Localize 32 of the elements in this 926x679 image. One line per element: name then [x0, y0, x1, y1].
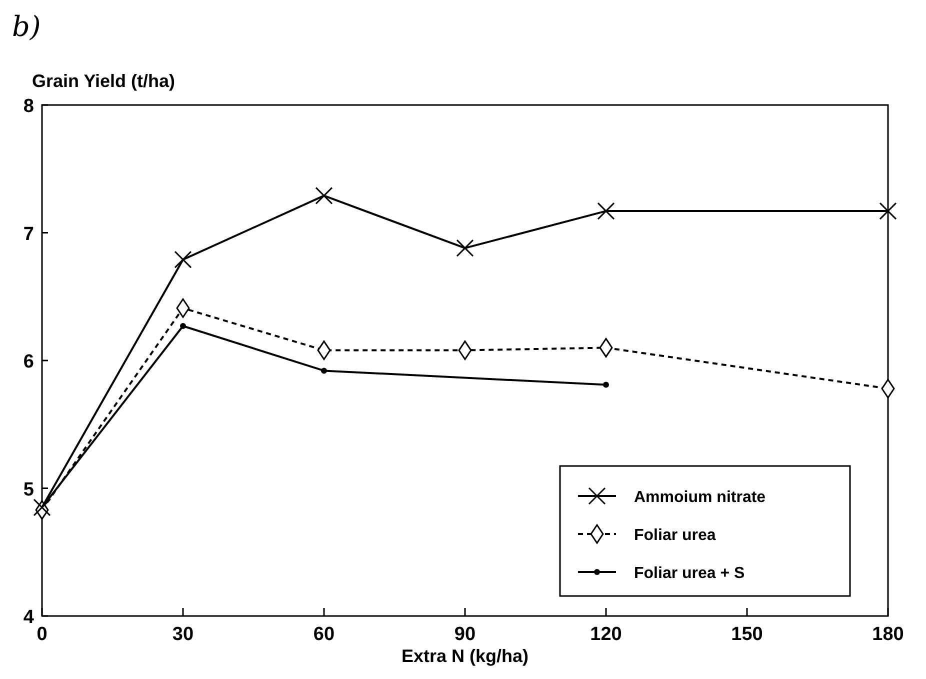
point	[458, 340, 472, 360]
y-tick-label: 5	[23, 479, 34, 500]
text: b)	[12, 10, 41, 43]
point	[597, 202, 615, 220]
point	[599, 338, 613, 358]
point	[603, 382, 609, 388]
point	[879, 202, 897, 220]
y-axis-title: Grain Yield (t/ha)	[32, 71, 176, 91]
y-tick-label: 6	[23, 352, 34, 372]
point	[881, 378, 895, 398]
legend-label: Ammoium nitrate	[634, 489, 766, 506]
y-tick-label: 8	[23, 96, 34, 117]
x-tick-label: 150	[731, 624, 763, 645]
point	[176, 298, 190, 318]
x-tick-label: 30	[172, 624, 194, 645]
point	[456, 239, 474, 257]
point	[315, 186, 333, 204]
y-tick-label: 7	[23, 224, 34, 245]
x-tick-label: 0	[36, 624, 48, 645]
x-axis-title: Extra N (kg/ha)	[401, 646, 529, 666]
point	[180, 323, 186, 330]
x-tick-label: 60	[313, 624, 335, 645]
y-tick-label: 4	[23, 607, 34, 628]
point	[174, 250, 192, 268]
x-tick-label: 120	[590, 624, 622, 645]
point	[321, 368, 327, 374]
x-tick-label: 90	[454, 624, 476, 645]
point	[317, 340, 331, 360]
point	[33, 498, 51, 516]
x-tick-label: 180	[872, 624, 904, 645]
legend-label: Foliar urea + S	[634, 565, 746, 582]
legend-label: Foliar urea	[634, 527, 716, 544]
